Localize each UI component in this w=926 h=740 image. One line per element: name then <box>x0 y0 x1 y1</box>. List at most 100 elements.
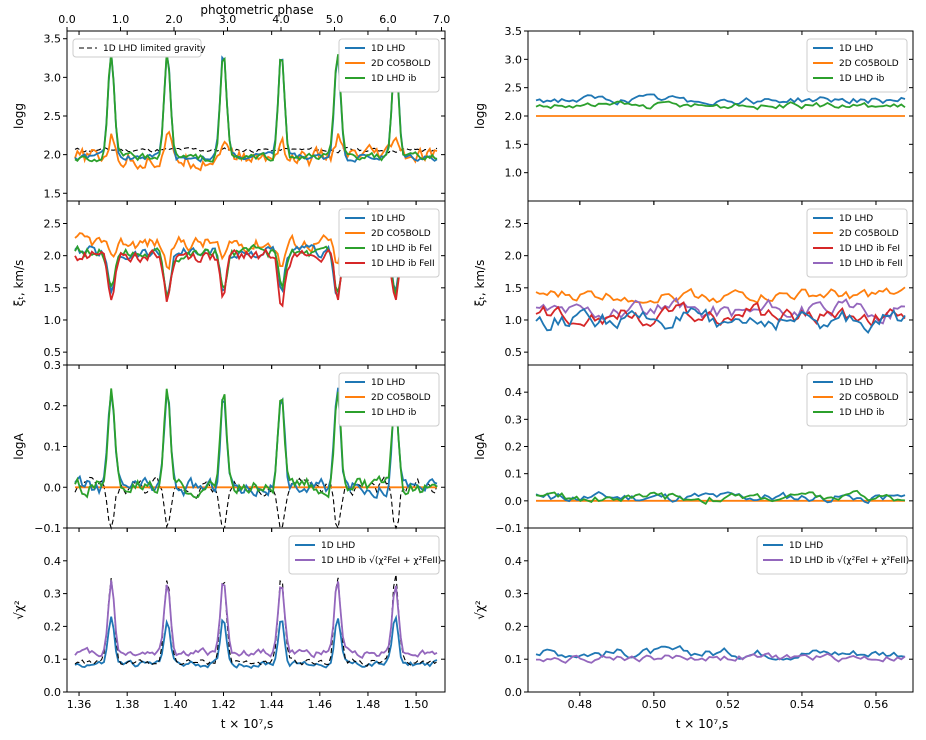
y-axis-label: logA <box>12 432 26 459</box>
legend-label: 1D LHD <box>321 541 355 551</box>
y-axis-label: ξₜ, km/s <box>473 260 487 307</box>
y-tick-label: 0.3 <box>44 588 62 601</box>
y-tick-label: 0.4 <box>44 555 62 568</box>
y-tick-label: 0.0 <box>44 686 62 699</box>
y-tick-label: 2.0 <box>44 250 62 263</box>
legend-label: 1D LHD ib FeI <box>371 244 432 254</box>
y-tick-label: 2.5 <box>505 218 523 231</box>
panel-frame <box>66 527 446 693</box>
legend-label: 1D LHD ib √(χ²FeI + χ²FeII) <box>789 555 909 566</box>
y-tick-label: 1.0 <box>505 314 523 327</box>
top-tick-label: 0.0 <box>58 13 76 26</box>
y-tick-label: 0.2 <box>505 441 523 454</box>
y-tick-label: −0.1 <box>495 522 522 535</box>
right-xlabel: t × 10⁷,s <box>676 717 729 731</box>
y-axis-label: logg <box>473 103 487 129</box>
y-tick-label: 0.0 <box>44 481 62 494</box>
series-line-2d-co5bold <box>535 286 906 304</box>
y-axis-label: √χ² <box>12 600 26 620</box>
legend-label-extra: 1D LHD limited gravity <box>103 44 206 54</box>
panel-frame <box>527 527 914 693</box>
legend-box <box>806 208 908 278</box>
series-line-1d-lhd <box>535 644 906 661</box>
y-tick-label: 0.4 <box>505 555 523 568</box>
legend-label: 1D LHD <box>371 214 405 224</box>
series-line-1d-lhd-ib-fei-feii- <box>536 652 906 664</box>
series-line-dashed-black <box>74 574 438 667</box>
x-tick-label: 0.52 <box>716 698 741 711</box>
legend-box <box>338 208 440 278</box>
series-line-1d-lhd-limited-gravity <box>74 146 438 154</box>
legend-label: 2D CO5BOLD <box>371 393 431 403</box>
y-tick-label: 2.0 <box>505 110 523 123</box>
top-tick-label: 6.0 <box>379 13 397 26</box>
legend-label: 2D CO5BOLD <box>839 229 899 239</box>
y-tick-label: 3.0 <box>44 71 62 84</box>
x-tick-label: 1.50 <box>404 698 429 711</box>
series-line-1d-lhd <box>74 614 438 670</box>
y-tick-label: 2.5 <box>505 82 523 95</box>
legend-label: 1D LHD ib <box>371 74 417 84</box>
legend-label: 1D LHD ib <box>839 408 885 418</box>
top-tick-label: 3.0 <box>219 13 237 26</box>
y-tick-label: 0.4 <box>505 386 523 399</box>
legend-label: 2D CO5BOLD <box>839 59 899 69</box>
legend-label: 2D CO5BOLD <box>839 393 899 403</box>
legend-label: 1D LHD <box>839 44 873 54</box>
legend-label: 1D LHD <box>371 44 405 54</box>
legend-label: 1D LHD ib <box>371 408 417 418</box>
series-line-1d-lhd <box>535 307 906 334</box>
x-tick-label: 0.50 <box>642 698 667 711</box>
y-tick-label: 0.5 <box>44 346 62 359</box>
y-axis-label: ξₜ, km/s <box>12 260 26 307</box>
panel-right-xi: 0.5 1.0 1.5 2.0 2.5 ξₜ, km/s 1D LHD 2D CO5BOLD 1… <box>473 200 914 369</box>
top-tick-label: 2.0 <box>165 13 183 26</box>
y-tick-label: 1.0 <box>44 314 62 327</box>
legend-label: 1D LHD ib FeI <box>839 244 900 254</box>
y-axis-label: √χ² <box>473 600 487 620</box>
y-tick-label: 1.5 <box>44 282 62 295</box>
panel-left-logg: 1.5 2.0 2.5 3.0 3.5 logg 0.0 1.0 2.0 3.0 4.0 5.0 6.0… <box>12 13 450 205</box>
series-line-1d-lhd-ib <box>74 388 438 499</box>
x-tick-label: 1.40 <box>163 698 188 711</box>
top-tick-label: 5.0 <box>326 13 344 26</box>
y-tick-label: 0.0 <box>505 495 523 508</box>
panel-left-loga: −0.1 0.0 0.1 0.2 0.3 logA 1D LHD 2D CO5BOLD 1D L… <box>12 359 446 535</box>
legend-box-extra <box>72 38 202 58</box>
series-line-1d-lhd-ib-feii <box>535 296 906 325</box>
y-tick-label: 0.3 <box>505 413 523 426</box>
y-tick-label: 2.5 <box>44 218 62 231</box>
legend-label: 1D LHD <box>839 214 873 224</box>
legend-label: 1D LHD ib FeII <box>839 259 903 269</box>
x-tick-label: 1.46 <box>308 698 333 711</box>
y-tick-label: 1.5 <box>44 187 62 200</box>
series-line-1d-lhd-ib <box>74 52 438 163</box>
y-tick-label: 3.5 <box>505 25 523 38</box>
x-tick-label: 1.44 <box>259 698 284 711</box>
x-tick-label: 0.48 <box>568 698 593 711</box>
y-tick-label: 0.2 <box>505 620 523 633</box>
x-tick-label: 1.38 <box>115 698 140 711</box>
y-tick-label: 2.0 <box>505 250 523 263</box>
x-tick-label: 1.48 <box>356 698 381 711</box>
y-tick-label: 1.0 <box>505 167 523 180</box>
panel-right-logg: 1.0 1.5 2.0 2.5 3.0 3.5 logg 1D LHD 2D CO5BOLD 1D… <box>473 25 914 205</box>
series-line-1d-lhd <box>74 387 438 499</box>
top-tick-label: 7.0 <box>433 13 451 26</box>
legend-label: 2D CO5BOLD <box>371 229 431 239</box>
panel-right-chi: 0.0 0.1 0.2 0.3 0.4 √χ² 0.48 0.50 0.52 0.54 0.56 1D… <box>473 527 914 711</box>
y-tick-label: 2.5 <box>44 110 62 123</box>
y-tick-label: 0.1 <box>505 653 523 666</box>
y-axis-label: logA <box>473 432 487 459</box>
legend-label: 1D LHD ib √(χ²FeI + χ²FeII) <box>321 555 441 566</box>
y-tick-label: 0.2 <box>44 400 62 413</box>
y-tick-label: 0.1 <box>505 468 523 481</box>
series-line-1d-lhd-ib <box>535 100 906 111</box>
series-line-1d-lhd <box>535 93 906 107</box>
y-tick-label: 3.0 <box>505 53 523 66</box>
series-line-1d-lhd-ib-fei-feii- <box>74 580 438 659</box>
legend-box <box>756 535 908 575</box>
legend-label: 1D LHD <box>839 378 873 388</box>
top-tick-label: 4.0 <box>272 13 290 26</box>
legend-label: 1D LHD ib FeII <box>371 259 435 269</box>
